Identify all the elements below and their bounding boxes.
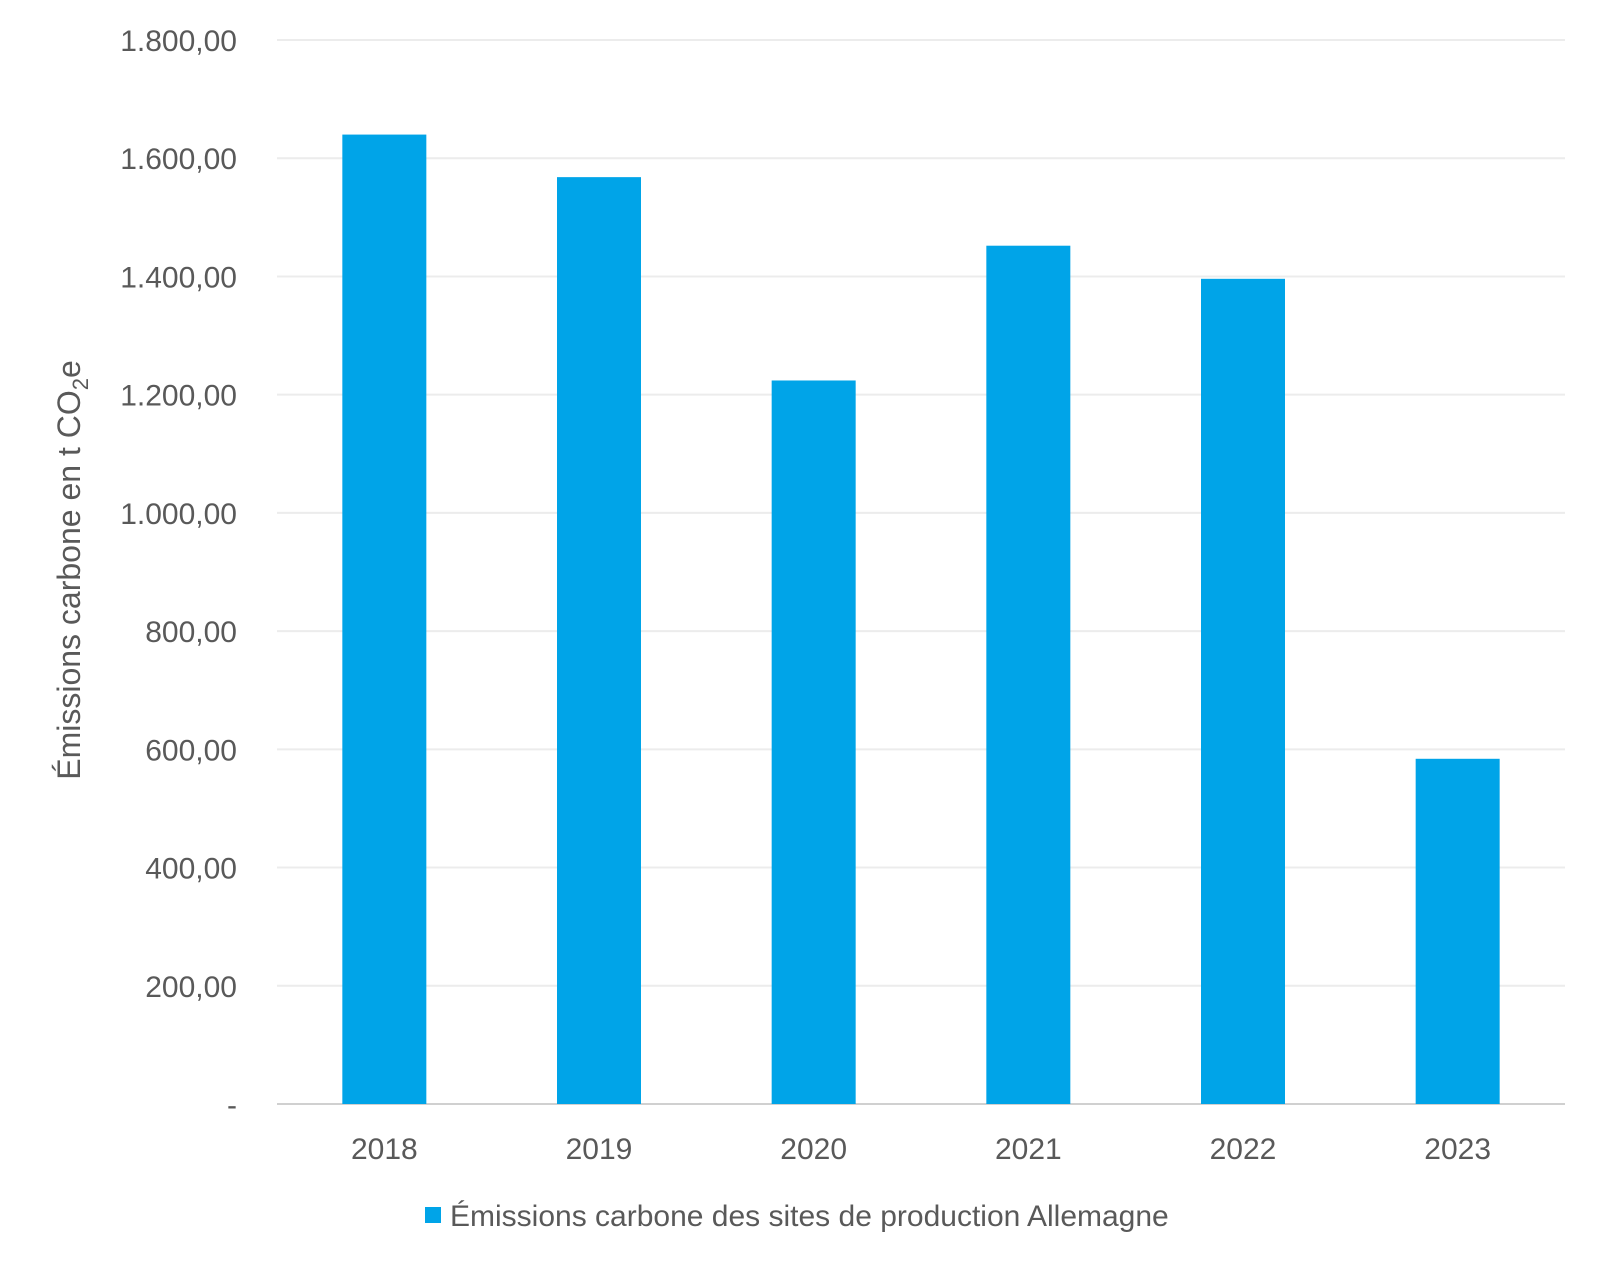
y-axis-title-subscript: 2 xyxy=(68,378,93,390)
y-tick-label: 1.600,00 xyxy=(120,143,237,176)
bar-2021 xyxy=(986,245,1071,1104)
y-axis-title-main: Émissions carbone en t CO xyxy=(51,390,87,780)
legend-swatch xyxy=(425,1207,441,1223)
legend-label: Émissions carbone des sites de productio… xyxy=(450,1200,1169,1233)
bars xyxy=(342,134,1500,1105)
y-axis-ticks: - 200,00 400,00 600,00 800,00 1.000,00 1.200,0… xyxy=(120,25,237,1122)
x-tick-label: 2022 xyxy=(1210,1133,1277,1166)
bar-2019 xyxy=(557,177,641,1105)
gridlines xyxy=(277,39,1565,1105)
y-tick-label: 800,00 xyxy=(145,616,237,649)
y-axis-title: Émissions carbone en t CO2e xyxy=(51,360,93,780)
y-tick-label: 1.800,00 xyxy=(120,25,237,58)
y-tick-label: 1.400,00 xyxy=(120,261,237,294)
y-tick-label: 200,00 xyxy=(145,971,237,1004)
x-tick-label: 2023 xyxy=(1424,1133,1491,1166)
bar-2020 xyxy=(771,380,856,1105)
x-tick-label: 2018 xyxy=(351,1133,418,1166)
y-tick-label: - xyxy=(227,1089,237,1122)
bar-2023 xyxy=(1415,758,1500,1104)
x-tick-label: 2019 xyxy=(566,1133,633,1166)
bar-2018 xyxy=(342,134,427,1105)
x-axis-ticks: 2018 2019 2020 2021 2022 2023 xyxy=(351,1133,1491,1166)
y-tick-label: 1.000,00 xyxy=(120,498,237,531)
bar-2022 xyxy=(1201,278,1285,1104)
x-tick-label: 2021 xyxy=(995,1133,1062,1166)
y-tick-label: 600,00 xyxy=(145,734,237,767)
legend: Émissions carbone des sites de productio… xyxy=(425,1200,1169,1233)
x-tick-label: 2020 xyxy=(780,1133,847,1166)
y-axis-title-tail: e xyxy=(51,360,87,378)
y-tick-label: 1.200,00 xyxy=(120,380,237,413)
y-tick-label: 400,00 xyxy=(145,853,237,886)
